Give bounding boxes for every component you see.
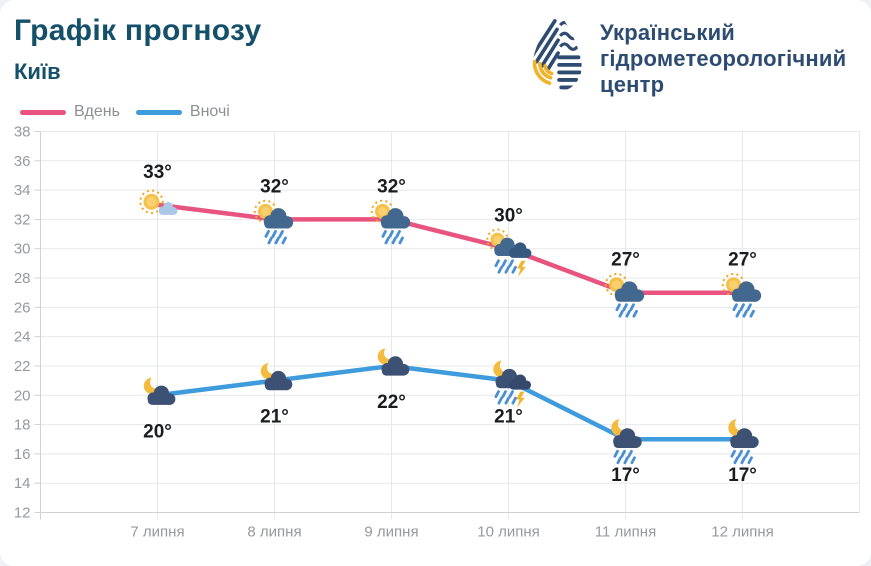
- night-point-4-moon-rain-cloud-icon: [611, 419, 642, 465]
- y-tick-label: 38: [14, 124, 31, 141]
- org-name-line: центр: [600, 72, 665, 97]
- temp-label-night-2: 22°: [377, 392, 406, 413]
- chart-legend: Вдень Вночі: [20, 103, 230, 121]
- org-name-line: Український: [600, 20, 736, 45]
- temp-label-night-4: 17°: [611, 465, 640, 486]
- uhmc-logo-drop-icon: [532, 19, 582, 90]
- org-brand: Український гідрометеорологічний центр: [528, 8, 846, 98]
- y-tick-label: 30: [14, 241, 31, 258]
- y-tick-label: 12: [14, 505, 31, 522]
- legend-item-day[interactable]: Вдень: [20, 103, 120, 121]
- y-tick-label: 16: [14, 446, 31, 463]
- day-series-line: [155, 202, 745, 295]
- temp-label-night-5: 17°: [728, 465, 757, 486]
- night-point-1-moon-behind-cloud-icon: [260, 363, 293, 391]
- legend-item-night[interactable]: Вночі: [135, 103, 230, 121]
- org-name-line: гідрометеорологічний: [600, 46, 847, 71]
- x-tick-label: 11 липня: [595, 524, 656, 541]
- night-series-line: [155, 363, 745, 442]
- y-tick-label: 22: [14, 358, 31, 375]
- night-point-3-moon-thunderstorm-cloud-icon: [493, 360, 532, 408]
- y-tick-label: 14: [14, 475, 31, 492]
- night-point-0-moon-behind-cloud-icon: [143, 377, 176, 405]
- page-title: Графік прогнозу: [14, 14, 262, 47]
- night-series-swatch: [135, 109, 182, 115]
- y-tick-label: 18: [14, 417, 31, 434]
- temp-label-day-5: 27°: [728, 250, 757, 271]
- x-tick-label: 12 липня: [711, 524, 774, 541]
- night-point-2-moon-behind-cloud-icon: [377, 348, 410, 376]
- day-point-3-sun-thunderstorm-cloud-icon: [486, 228, 532, 277]
- day-series-swatch: [20, 109, 66, 115]
- temp-label-day-2: 32°: [377, 176, 406, 197]
- y-tick-label: 26: [14, 299, 31, 316]
- y-tick-label: 34: [14, 182, 31, 199]
- y-tick-label: 28: [14, 270, 31, 287]
- x-tick-label: 8 липня: [247, 524, 301, 541]
- temp-label-day-3: 30°: [494, 206, 523, 227]
- temp-label-night-0: 20°: [143, 421, 172, 442]
- day-point-5-sun-behind-rain-cloud-icon: [721, 272, 762, 318]
- legend-label-night: Вночі: [189, 103, 230, 120]
- header: Графік прогнозу Київ: [14, 14, 261, 84]
- org-name: Український гідрометеорологічний центр: [600, 8, 846, 98]
- city-subtitle: Київ: [14, 59, 61, 84]
- temp-label-day-4: 27°: [611, 250, 640, 271]
- y-tick-label: 32: [14, 211, 31, 228]
- x-tick-label: 7 липня: [130, 524, 184, 541]
- y-tick-label: 20: [14, 387, 31, 404]
- legend-label-day: Вдень: [74, 103, 120, 120]
- day-point-4-sun-behind-rain-cloud-icon: [604, 272, 645, 318]
- night-point-5-moon-rain-cloud-icon: [728, 419, 759, 465]
- temp-label-day-0: 33°: [143, 162, 172, 183]
- y-tick-label: 36: [14, 153, 31, 170]
- day-point-2-sun-behind-rain-cloud-icon: [370, 199, 411, 245]
- day-point-0-sun-behind-small-cloud-icon: [139, 189, 178, 215]
- temp-label-day-1: 32°: [260, 176, 289, 197]
- x-tick-label: 10 липня: [477, 524, 540, 541]
- temp-label-night-1: 21°: [260, 407, 289, 428]
- temp-label-night-3: 21°: [494, 407, 523, 428]
- y-tick-label: 24: [14, 329, 31, 346]
- day-point-1-sun-behind-rain-cloud-icon: [253, 199, 294, 245]
- x-tick-label: 9 липня: [364, 524, 418, 541]
